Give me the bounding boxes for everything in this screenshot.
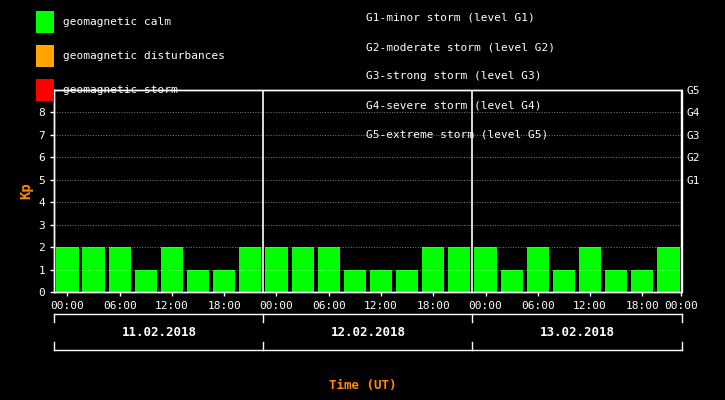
Bar [500,270,523,292]
Text: 11.02.2018: 11.02.2018 [121,326,196,338]
Bar [213,270,236,292]
Bar [239,247,262,292]
Bar [579,247,601,292]
Text: G4-severe storm (level G4): G4-severe storm (level G4) [366,101,542,111]
Text: geomagnetic calm: geomagnetic calm [63,17,171,27]
Bar [526,247,549,292]
Bar [474,247,497,292]
Y-axis label: Kp: Kp [19,183,33,199]
Bar [552,270,575,292]
Bar [318,247,340,292]
Text: G3-strong storm (level G3): G3-strong storm (level G3) [366,72,542,82]
Bar [291,247,314,292]
Text: 13.02.2018: 13.02.2018 [539,326,615,338]
Bar [161,247,183,292]
Text: geomagnetic storm: geomagnetic storm [63,85,178,95]
Bar [135,270,157,292]
Bar [265,247,288,292]
Text: G1-minor storm (level G1): G1-minor storm (level G1) [366,13,535,23]
Text: geomagnetic disturbances: geomagnetic disturbances [63,51,225,61]
Bar [187,270,210,292]
Text: G2-moderate storm (level G2): G2-moderate storm (level G2) [366,42,555,52]
Bar [370,270,392,292]
Bar [605,270,627,292]
Bar [658,247,679,292]
Bar [631,270,653,292]
Bar [57,247,78,292]
Bar [83,247,104,292]
Text: 12.02.2018: 12.02.2018 [331,326,405,338]
Bar [344,270,366,292]
Bar [396,270,418,292]
Text: Time (UT): Time (UT) [328,379,397,392]
Bar [448,247,471,292]
Bar [109,247,130,292]
Text: G5-extreme storm (level G5): G5-extreme storm (level G5) [366,130,548,140]
Bar [422,247,444,292]
